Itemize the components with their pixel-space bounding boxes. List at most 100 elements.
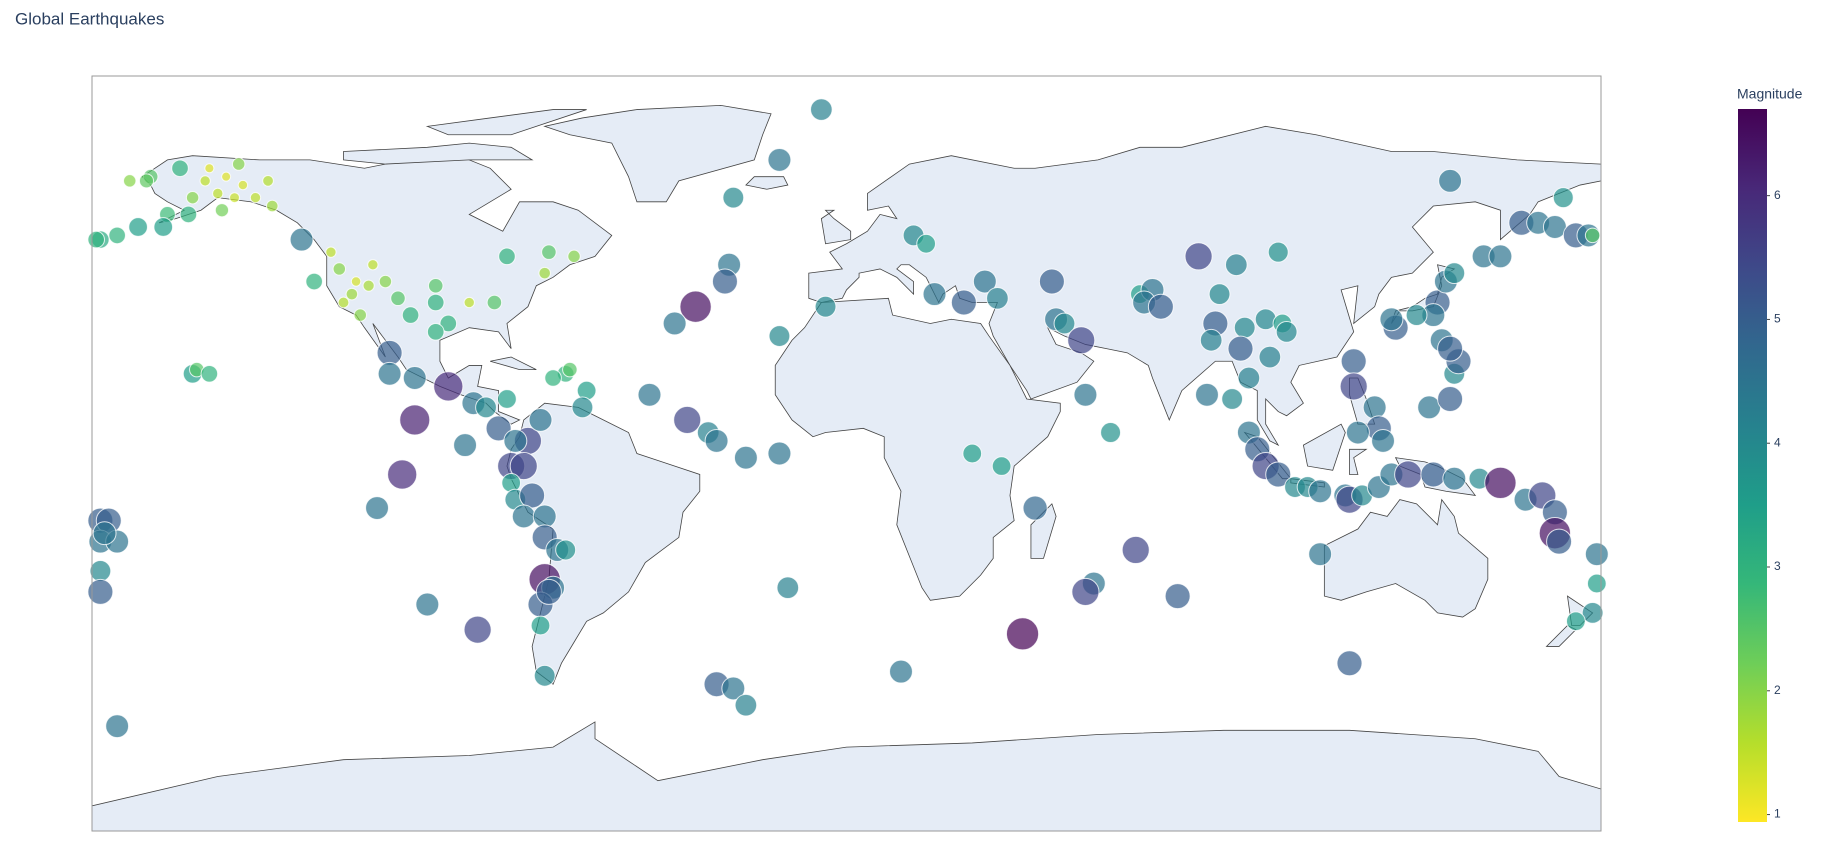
colorbar [1738,109,1767,822]
earthquake-marker [1121,535,1150,565]
earthquake-marker [1308,479,1333,504]
earthquake-marker [92,521,117,546]
earthquake-marker [1071,577,1100,606]
earthquake-marker [1184,242,1213,271]
earthquake-marker [1394,460,1423,489]
earthquake-marker [1100,422,1122,444]
earthquake-marker [367,259,379,271]
earthquake-marker [711,268,738,295]
earthquake-marker [562,361,578,378]
africa [775,298,1060,600]
earthquake-marker [1308,542,1333,567]
earthquake-marker [1484,466,1517,500]
colorbar-tick-label: 2 [1774,683,1781,697]
map-frame [91,75,1602,832]
colorbar-title: Magnitude [1737,86,1803,102]
earthquake-marker [528,407,553,432]
earthquake-marker [1227,335,1254,362]
earthquake-marker [637,382,662,407]
earthquake-marker [555,539,577,561]
earthquake-marker [345,287,359,301]
earthquake-marker [722,186,745,209]
earthquake-marker [1225,253,1248,277]
earthquake-marker [1005,617,1040,651]
earthquake-marker [533,664,556,687]
earthquake-marker [89,560,112,582]
earthquake-marker [503,428,528,453]
antarctica [92,722,1601,831]
earthquake-marker [1362,395,1387,420]
earthquake-marker [704,428,729,453]
earthquake-marker [463,296,475,309]
earthquake-marker [475,396,497,419]
earthquake-marker [1073,382,1098,407]
borneo [1303,424,1345,470]
earthquake-marker [427,277,444,294]
earthquake-marker [87,230,105,249]
earthquake-marker [128,217,148,237]
earthquake-marker [922,282,947,307]
earthquake-marker [1233,316,1256,339]
earthquake-marker [519,482,546,509]
earthquake-marker [1443,262,1466,285]
earthquake-marker [1221,388,1244,410]
earthquake-marker [1339,372,1368,401]
arctic-islands [343,143,532,164]
earthquake-marker [108,226,126,245]
earthquake-marker [265,199,279,213]
earthquake-marker [768,325,791,347]
earthquake-marker [1208,283,1231,306]
earthquake-marker [1164,583,1191,610]
earthquake-marker [972,269,997,294]
colorbar-tick-label: 6 [1774,188,1781,202]
earthquake-marker [426,323,445,341]
earthquake-marker [734,693,758,717]
earthquake-marker [1379,307,1404,332]
earthquake-marker [544,369,562,387]
earthquake-marker [986,286,1009,310]
earthquake-marker [433,371,464,402]
earthquake-marker [332,262,347,276]
earthquake-marker [1053,312,1076,335]
earthquake-marker [365,496,389,520]
earthquake-marker [541,244,557,260]
earthquake-marker [1437,335,1464,362]
colorbar-ticks: 1 2 3 4 5 6 [1767,188,1781,821]
cuba [490,357,536,370]
earthquake-marker [289,227,314,252]
earthquake-marker [453,433,478,458]
earthquake-marker [1022,495,1048,521]
earthquake-marker [721,676,746,701]
colorbar-tick-label: 1 [1774,807,1781,821]
earthquake-marker [1552,187,1574,209]
earthquake-marker [1038,268,1065,295]
earthquake-marker [810,98,833,121]
earthquake-marker [950,289,977,316]
earthquake-marker [530,615,551,636]
earthquake-marker [535,578,562,605]
earthquake-marker [337,296,350,309]
earthquake-marker [1581,601,1604,624]
earthquake-marker [767,441,792,466]
earthquake-marker [814,295,837,318]
earthquake-marker [662,311,687,336]
greenland [545,105,771,201]
earthquake-marker [1584,542,1609,567]
earthquake-marker [399,404,431,436]
earthquake-marker [1067,326,1096,355]
madagascar [1031,504,1056,559]
earthquake-marker [1237,366,1261,390]
earthquake-marker [1345,420,1370,445]
earthquake-marker [1147,293,1174,320]
earthquake-marker [353,308,367,322]
earthquake-marker [991,456,1012,476]
earthquake-marker [199,175,211,187]
earthquake-marker [87,578,114,605]
earthquake-marker [1195,382,1219,407]
earthquake-marker [889,659,913,684]
colorbar-tick-label: 5 [1774,312,1781,326]
earthquake-marker [538,266,551,280]
earthquake-marker [1199,328,1223,352]
earthquake-marker [733,445,758,470]
